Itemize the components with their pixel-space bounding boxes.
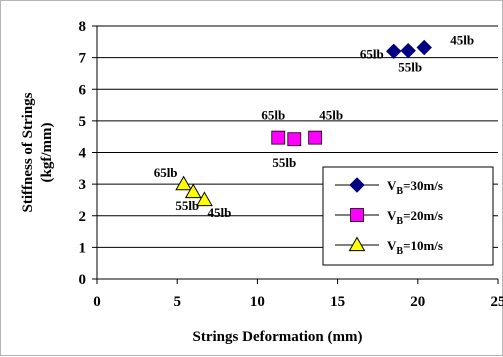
y-tick-label: 1 xyxy=(79,240,87,256)
y-tick-label: 6 xyxy=(79,82,87,98)
y-axis-title: Stiffness of Strings (kgf/mm) xyxy=(20,92,55,212)
legend-marker xyxy=(351,209,364,222)
x-axis-title: Strings Deformation (mm) xyxy=(193,329,363,345)
y-tick-label: 8 xyxy=(79,19,87,35)
y-tick-label: 0 xyxy=(79,272,87,288)
point-label: 65lb xyxy=(154,165,178,180)
point-label: 55lb xyxy=(272,155,296,170)
x-tick-label: 20 xyxy=(410,294,425,310)
y-tick-label: 5 xyxy=(79,114,87,130)
legend: VB=30m/sVB=20m/sVB=10m/s xyxy=(323,167,493,265)
data-point xyxy=(176,177,191,190)
y-axis-title-line1: Stiffness of Strings xyxy=(20,92,36,212)
data-point xyxy=(387,44,401,58)
y-tick-label: 7 xyxy=(79,51,87,67)
data-point xyxy=(309,131,322,144)
y-axis-title-line2: (kgf/mm) xyxy=(39,123,55,183)
point-label: 65lb xyxy=(261,108,285,123)
data-point xyxy=(288,133,301,146)
x-tick-label: 0 xyxy=(93,294,101,310)
x-tick-label: 5 xyxy=(173,294,181,310)
data-point xyxy=(401,44,415,58)
x-tick-label: 25 xyxy=(491,294,503,310)
y-tick-label: 2 xyxy=(79,209,87,225)
x-tick-label: 15 xyxy=(330,294,345,310)
point-label: 65lb xyxy=(360,46,384,61)
point-label: 45lb xyxy=(207,205,231,220)
point-label: 45lb xyxy=(450,33,474,48)
point-label: 55lb xyxy=(175,198,199,213)
y-tick-label: 4 xyxy=(79,146,87,162)
data-point xyxy=(272,131,285,144)
y-tick-label: 3 xyxy=(79,177,87,193)
point-label: 55lb xyxy=(398,60,422,75)
data-point xyxy=(417,41,431,55)
point-label: 45lb xyxy=(319,108,343,123)
x-tick-label: 10 xyxy=(250,294,265,310)
